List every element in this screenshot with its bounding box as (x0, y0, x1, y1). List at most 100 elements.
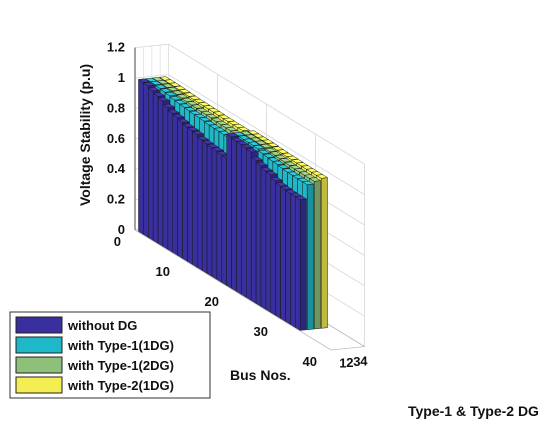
bar-face-top (164, 91, 178, 97)
bar-face-top (191, 130, 205, 135)
bar-face-side (306, 183, 314, 330)
bar-face-top (179, 103, 192, 108)
bar-face-top (255, 161, 269, 167)
bar-face-top (156, 80, 170, 85)
bar-face-top (137, 78, 151, 83)
x-tick-label: 10 (156, 264, 170, 279)
bar-face-top (147, 87, 161, 92)
bar-face-front (148, 87, 154, 241)
bar-face-top (178, 89, 192, 94)
bar-face-top (181, 97, 194, 102)
bar-face-top (190, 104, 204, 109)
bar-face-top (262, 153, 276, 158)
legend-swatch-without-dg (15, 316, 63, 334)
bar-face-front (265, 171, 272, 313)
bar-face-front (231, 137, 237, 292)
z-tick-label: 0.8 (107, 100, 125, 115)
bar-face-front (260, 167, 267, 310)
bar-face-side (299, 198, 307, 331)
bar-face-front (192, 131, 198, 268)
x-tick-label: 40 (303, 354, 317, 369)
bar-face-top (265, 170, 278, 176)
bar-face-front (216, 151, 223, 283)
bar-face-top (152, 92, 166, 97)
bar-face-front (157, 97, 164, 247)
bar-face-front (226, 133, 232, 289)
bar-face-top (142, 81, 156, 87)
bar-face-top (252, 145, 266, 150)
bar-face-front (255, 162, 262, 307)
bar-face-front (211, 147, 218, 280)
bar-face-top (274, 182, 288, 187)
bar-face-top (174, 100, 187, 105)
bar-face-top (212, 111, 226, 116)
bar-face-top (240, 143, 254, 149)
legend-label-type2-1dg: with Type-2(1DG) (67, 378, 174, 393)
bar-face-top (279, 158, 292, 163)
x-tick-label: 0 (114, 234, 121, 249)
bar-face-top (230, 137, 244, 142)
bar-face-front (182, 123, 188, 262)
z-tick-label: 1 (118, 70, 125, 85)
bar-face-top (308, 177, 322, 182)
bar-face-top (168, 82, 182, 87)
bar-face-front (295, 196, 301, 331)
bar-face-top (274, 154, 287, 159)
bar-face-front (206, 144, 213, 277)
bar-face-top (183, 92, 196, 97)
z-tick-label: 0 (118, 222, 125, 237)
bar-face-top (276, 149, 290, 154)
legend-swatch-type1-1dg (15, 336, 63, 354)
z-tick-label: 1.2 (107, 40, 125, 55)
bar-face-top (254, 140, 268, 145)
bar-face-front (143, 82, 149, 238)
bar-face-top (196, 136, 210, 141)
bar-face-top (267, 157, 280, 162)
bar-face-top (259, 143, 273, 149)
bar-face-top (193, 113, 207, 119)
x-axis-label: Bus Nos. (230, 367, 291, 383)
legend-swatch-type1-2dg (15, 356, 63, 374)
bar-face-top (225, 132, 239, 138)
bar-face-top (315, 174, 329, 179)
bar-face-front (177, 119, 183, 259)
bar-face-front (152, 92, 159, 244)
bar-face-top (247, 141, 261, 146)
gridline-z (134, 43, 365, 165)
x-tick-label: 30 (254, 324, 268, 339)
bar-face-side (313, 180, 321, 330)
bar-face-front (275, 182, 281, 319)
bar-face-top (159, 88, 173, 93)
bar-face-front (187, 127, 193, 265)
bar-face-front (201, 140, 208, 274)
bar-face-front (162, 104, 169, 250)
z-tick-label: 0.4 (107, 161, 126, 176)
legend-label-type1-1dg: with Type-1(1DG) (67, 338, 174, 353)
bar-face-side (320, 177, 328, 329)
bar-face-top (161, 83, 175, 88)
bar-face-front (221, 155, 227, 286)
bar-face-top (277, 164, 290, 169)
bar-face-top (186, 126, 200, 132)
bar-face-front (290, 193, 296, 328)
legend-swatch-type2-1dg (15, 376, 63, 394)
bar-face-top (266, 142, 280, 147)
bar-face-top (176, 118, 190, 123)
bar-face-top (301, 180, 315, 185)
bar-face-top (183, 107, 197, 112)
bar-face-top (284, 161, 297, 166)
y-tick-label: 3 (353, 354, 360, 369)
bar-face-front (241, 144, 247, 298)
bar-face-front (138, 78, 144, 235)
y-tick-label: 4 (360, 354, 368, 369)
bar-face-front (236, 141, 242, 295)
bar-face-top (286, 155, 299, 160)
bar-face-top (176, 94, 189, 99)
bar-face-top (245, 148, 259, 153)
bar-face-top (181, 123, 195, 128)
y-tick-label: 2 (346, 355, 353, 370)
bar-face-top (167, 109, 180, 114)
legend: without DG with Type-1(1DG) with Type-1(… (9, 311, 211, 399)
